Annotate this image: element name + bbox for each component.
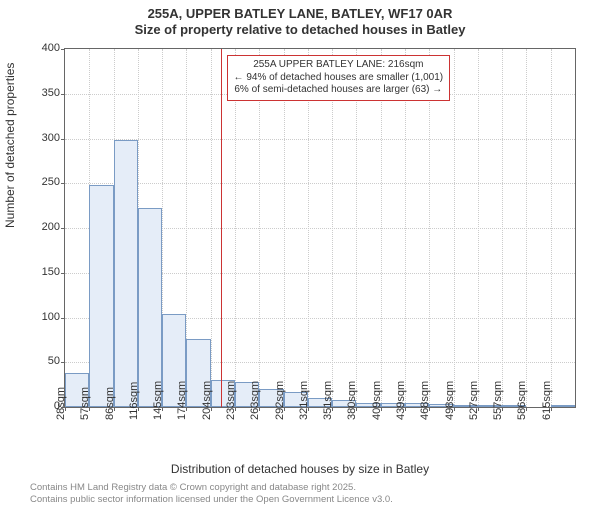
histogram-bar (551, 405, 575, 407)
histogram-bar (138, 208, 162, 407)
ytick-mark (61, 273, 65, 274)
gridline-v (502, 49, 503, 407)
gridline-v (478, 49, 479, 407)
chart-title-line1: 255A, UPPER BATLEY LANE, BATLEY, WF17 0A… (0, 6, 600, 21)
ytick-label: 100 (24, 311, 60, 323)
chart-title-line2: Size of property relative to detached ho… (0, 22, 600, 37)
gridline-v (332, 49, 333, 407)
annotation-line3: 6% of semi-detached houses are larger (6… (234, 84, 444, 97)
annotation-box: 255A UPPER BATLEY LANE: 216sqm← 94% of d… (227, 55, 451, 101)
gridline-v (551, 49, 552, 407)
ytick-label: 300 (24, 132, 60, 144)
gridline-v (259, 49, 260, 407)
gridline-v (308, 49, 309, 407)
ytick-label: 150 (24, 266, 60, 278)
ytick-label: 250 (24, 176, 60, 188)
ytick-label: 200 (24, 221, 60, 233)
ytick-label: 50 (24, 355, 60, 367)
ytick-mark (61, 228, 65, 229)
gridline-h (65, 139, 575, 140)
gridline-v (284, 49, 285, 407)
footer-copyright-1: Contains HM Land Registry data © Crown c… (30, 482, 356, 493)
histogram-bar (114, 140, 138, 407)
ytick-label: 400 (24, 42, 60, 54)
ytick-mark (61, 94, 65, 95)
ytick-label: 350 (24, 87, 60, 99)
reference-line (221, 49, 222, 407)
histogram-bar (89, 185, 113, 407)
annotation-line2: ← 94% of detached houses are smaller (1,… (234, 72, 444, 85)
gridline-v (211, 49, 212, 407)
chart-plot-area: 255A UPPER BATLEY LANE: 216sqm← 94% of d… (64, 48, 576, 408)
ytick-mark (61, 49, 65, 50)
gridline-v (454, 49, 455, 407)
gridline-v (381, 49, 382, 407)
gridline-h (65, 183, 575, 184)
x-axis-label: Distribution of detached houses by size … (0, 462, 600, 476)
gridline-v (356, 49, 357, 407)
y-axis-label: Number of detached properties (3, 63, 17, 228)
annotation-line1: 255A UPPER BATLEY LANE: 216sqm (234, 59, 444, 72)
ytick-mark (61, 183, 65, 184)
ytick-mark (61, 139, 65, 140)
gridline-v (429, 49, 430, 407)
ytick-mark (61, 362, 65, 363)
gridline-v (405, 49, 406, 407)
ytick-mark (61, 318, 65, 319)
gridline-v (235, 49, 236, 407)
gridline-v (526, 49, 527, 407)
